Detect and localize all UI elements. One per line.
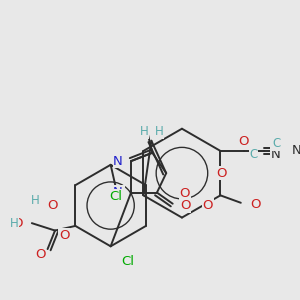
Text: N: N	[113, 154, 123, 168]
Text: O: O	[179, 187, 190, 200]
Text: O: O	[59, 229, 70, 242]
Text: N: N	[115, 154, 125, 168]
Text: O: O	[238, 135, 249, 148]
Text: H: H	[154, 125, 163, 138]
Text: Cl: Cl	[109, 190, 122, 203]
Text: O: O	[12, 217, 22, 230]
Text: C: C	[273, 137, 281, 150]
Text: O: O	[180, 199, 190, 212]
Text: O: O	[47, 199, 58, 212]
Text: N: N	[271, 148, 281, 161]
Text: O: O	[202, 199, 213, 212]
Text: H: H	[140, 125, 148, 138]
Text: N: N	[113, 186, 123, 199]
Text: O: O	[250, 198, 261, 211]
Text: H: H	[10, 217, 18, 230]
Text: N: N	[115, 186, 125, 199]
Text: O: O	[35, 248, 45, 261]
Text: Cl: Cl	[122, 255, 135, 268]
Text: N: N	[292, 144, 300, 158]
Text: H: H	[31, 194, 40, 207]
Text: C: C	[249, 148, 257, 161]
Text: O: O	[217, 167, 227, 180]
